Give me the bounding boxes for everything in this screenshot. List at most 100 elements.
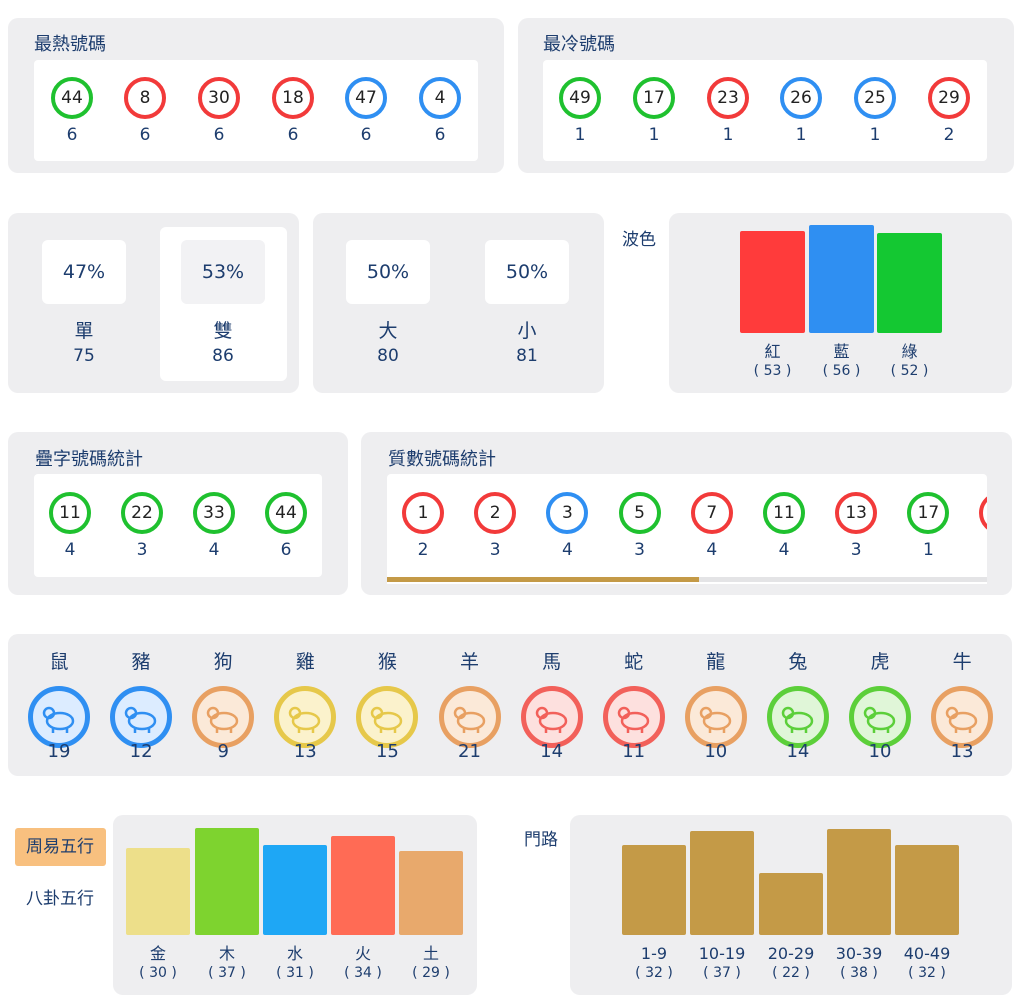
percent: 50% xyxy=(366,261,410,283)
stat-count: 80 xyxy=(377,346,399,366)
bar xyxy=(263,845,327,935)
zodiac-count: 15 xyxy=(375,741,399,762)
zodiac-count: 13 xyxy=(950,741,974,762)
zodiac-count: 14 xyxy=(786,741,810,762)
ball-count: 4 xyxy=(64,540,76,560)
ball-count: 6 xyxy=(139,125,151,145)
number-ball: 25 xyxy=(854,77,896,119)
number-ball: 11 xyxy=(49,492,91,534)
bar-label: 綠 xyxy=(901,342,918,361)
number-ball: 2 xyxy=(474,492,517,534)
ball-count: 3 xyxy=(634,540,645,560)
panel xyxy=(8,634,1012,776)
zodiac-count: 10 xyxy=(704,741,728,762)
zodiac-count: 11 xyxy=(622,741,646,762)
zodiac-glyph xyxy=(617,706,649,733)
bar-label: 1-9 xyxy=(640,944,668,963)
tab-label[interactable]: 八卦五行 xyxy=(26,889,94,909)
zodiac-glyph xyxy=(206,706,239,733)
bar-label: 火 xyxy=(354,944,371,963)
zodiac-icon xyxy=(356,686,419,748)
bar-value-label: ( 37 ) xyxy=(208,965,246,981)
bar xyxy=(827,828,891,935)
bar-label: 水 xyxy=(286,944,303,963)
number-ball: 5 xyxy=(618,492,661,534)
bar-label: 40-49 xyxy=(903,944,951,963)
ball-count: 2 xyxy=(417,540,429,560)
ball-count: 1 xyxy=(574,125,586,145)
number-ball: 47 xyxy=(345,77,387,119)
bar xyxy=(740,231,805,333)
zodiac-icon xyxy=(274,686,337,748)
bar-value-label: ( 38 ) xyxy=(840,965,878,981)
zodiac-icon xyxy=(684,686,747,748)
bar-value-label: ( 52 ) xyxy=(890,363,929,379)
ball-count: 2 xyxy=(943,125,955,145)
bar-value-label: ( 31 ) xyxy=(276,965,314,981)
bar-label: 藍 xyxy=(833,342,850,361)
bar xyxy=(126,848,190,935)
stat-label: 小 xyxy=(517,320,537,342)
tab[interactable] xyxy=(15,828,106,866)
stat-label: 雙 xyxy=(213,320,233,342)
number-ball: 8 xyxy=(124,77,166,119)
ball-scroller: 1 2 2 3 3 4 5 3 7 4 11 4 13 3 17 1 xyxy=(387,474,987,584)
number-ball: 26 xyxy=(780,77,822,119)
tab-label[interactable]: 周易五行 xyxy=(26,837,94,857)
panel-title: 疊字號碼統計 xyxy=(35,449,143,470)
zodiac-count: 21 xyxy=(458,741,481,762)
ball-list xyxy=(543,60,987,161)
ball-count: 1 xyxy=(795,125,807,145)
ball-count: 3 xyxy=(136,540,148,560)
number-ball: 33 xyxy=(193,492,235,534)
panel-title: 最熱號碼 xyxy=(34,34,106,55)
ball-count: 6 xyxy=(287,125,299,145)
bar xyxy=(399,850,463,935)
zodiac-glyph xyxy=(289,706,321,733)
zodiac-name: 鼠 xyxy=(49,651,69,673)
zodiac-count: 12 xyxy=(129,741,153,762)
number-ball: 4 xyxy=(419,77,461,119)
number-ball: 44 xyxy=(51,77,93,119)
percent-box xyxy=(181,240,265,304)
zodiac-name: 牛 xyxy=(952,651,972,673)
percent: 53% xyxy=(201,261,245,283)
ball-list xyxy=(34,60,478,161)
percent-box xyxy=(42,240,126,304)
number-ball: 17 xyxy=(907,492,950,534)
ball-count: 1 xyxy=(869,125,881,145)
bar xyxy=(809,225,874,333)
zodiac-name: 猴 xyxy=(377,651,397,673)
zodiac-count: 13 xyxy=(293,741,317,762)
stat-label: 大 xyxy=(378,320,398,342)
zodiac-icon xyxy=(766,686,829,748)
bar-value-label: ( 32 ) xyxy=(635,965,673,981)
zodiac-icon xyxy=(849,686,911,748)
ball-count: 6 xyxy=(66,125,78,145)
zodiac-glyph xyxy=(124,706,157,733)
bar-value-label: ( 34 ) xyxy=(344,965,382,981)
number-ball: 7 xyxy=(690,492,733,534)
bar xyxy=(195,827,259,935)
bar xyxy=(690,831,754,935)
number-ball: 11 xyxy=(763,492,805,534)
zodiac-name: 羊 xyxy=(459,651,479,673)
zodiac-name: 兔 xyxy=(788,651,808,673)
percent-box xyxy=(485,240,569,304)
scroll-thumb xyxy=(387,577,699,582)
number-ball: 17 xyxy=(633,77,675,119)
zodiac-glyph xyxy=(42,706,75,733)
ball-count: 1 xyxy=(922,540,934,560)
bar-value-label: ( 53 ) xyxy=(753,363,792,379)
bar-value-label: ( 30 ) xyxy=(139,965,177,981)
number-ball: 18 xyxy=(272,77,314,119)
bar-label: 金 xyxy=(149,944,166,963)
zodiac-count: 10 xyxy=(868,741,892,762)
number-ball: 29 xyxy=(928,77,970,119)
ball-count: 4 xyxy=(208,540,220,560)
bar xyxy=(895,845,959,935)
bar-value-label: ( 22 ) xyxy=(772,965,810,981)
ball-count: 6 xyxy=(213,125,225,145)
number-ball: 49 xyxy=(559,77,601,119)
zodiac-name: 雞 xyxy=(295,651,315,673)
